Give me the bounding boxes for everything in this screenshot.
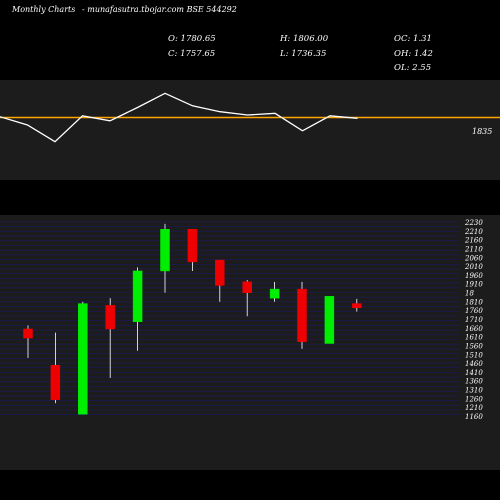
candle-grid: [0, 221, 460, 416]
candle-body-down: [215, 259, 225, 286]
candle: [132, 267, 143, 351]
ohlc-oc: OC: 1.31: [394, 34, 432, 44]
candle: [324, 296, 335, 344]
candle: [23, 325, 33, 358]
y-tick-label: 2010: [464, 263, 483, 271]
y-tick-label: 2230: [464, 219, 483, 227]
y-tick-label: 1210: [465, 404, 483, 412]
candle-body-down: [23, 328, 33, 339]
y-tick-label: 1910: [465, 281, 483, 289]
ohlc-oh: OH: 1.42: [394, 49, 433, 59]
candle: [215, 259, 225, 302]
y-tick-label: 1160: [465, 413, 483, 421]
candle-body-up: [160, 229, 170, 272]
candle: [269, 281, 280, 302]
indicator-panel: [0, 80, 500, 180]
y-tick-label: 1410: [465, 369, 483, 377]
y-tick-label: 1560: [465, 343, 483, 351]
y-tick-label: 1660: [465, 325, 483, 333]
indicator-line: [0, 92, 358, 143]
candle-body-up: [269, 288, 280, 299]
y-tick-label: 2110: [464, 246, 483, 254]
candle-body-down: [352, 303, 362, 309]
y-tick-label: 1360: [465, 378, 483, 386]
header-title: Monthly Charts: [11, 5, 75, 14]
candles: [23, 223, 362, 415]
candle-body-down: [242, 281, 252, 293]
candle: [78, 301, 88, 415]
candle-panel: [0, 215, 500, 470]
y-tick-label: 1710: [465, 316, 483, 324]
candle-body-down: [187, 229, 198, 263]
ohlc-close: C: 1757.65: [168, 49, 215, 59]
y-tick-label: 1460: [465, 360, 483, 368]
header-site: - munafasutra.tbojar.com BSE 544292: [82, 5, 237, 14]
ohlc-low: L: 1736.35: [279, 49, 326, 59]
candle-body-up: [324, 296, 335, 344]
y-tick-label: 2210: [464, 228, 483, 236]
y-tick-label: 18: [465, 290, 474, 298]
candle-body-down: [105, 305, 115, 330]
candle-body-down: [50, 364, 61, 400]
candle: [187, 229, 198, 271]
candle: [297, 281, 307, 349]
candle-body-up: [132, 270, 143, 322]
y-tick-label: 1760: [465, 307, 483, 315]
candle: [352, 298, 362, 312]
indicator-value-label: 1835: [472, 127, 492, 136]
ohlc-ol: OL: 2.55: [394, 63, 431, 73]
candle-body-down: [297, 288, 307, 342]
y-tick-label: 1960: [465, 272, 483, 280]
y-tick-label: 2060: [464, 254, 483, 262]
y-tick-label: 1310: [465, 387, 483, 395]
candle: [105, 298, 115, 378]
candle: [160, 223, 170, 293]
ohlc-open: O: 1780.65: [168, 34, 216, 44]
y-tick-label: 1260: [465, 395, 483, 403]
y-tick-label: 1810: [465, 298, 483, 306]
y-tick-label: 1610: [465, 334, 483, 342]
ohlc-high: H: 1806.00: [279, 34, 329, 44]
candle-body-up: [78, 303, 88, 415]
candle-y-ticks: 2230221021602110206020101960191018181017…: [464, 219, 483, 421]
candle: [50, 332, 61, 404]
y-tick-label: 1510: [465, 351, 483, 359]
y-tick-label: 2160: [464, 237, 483, 245]
candle: [242, 280, 252, 317]
